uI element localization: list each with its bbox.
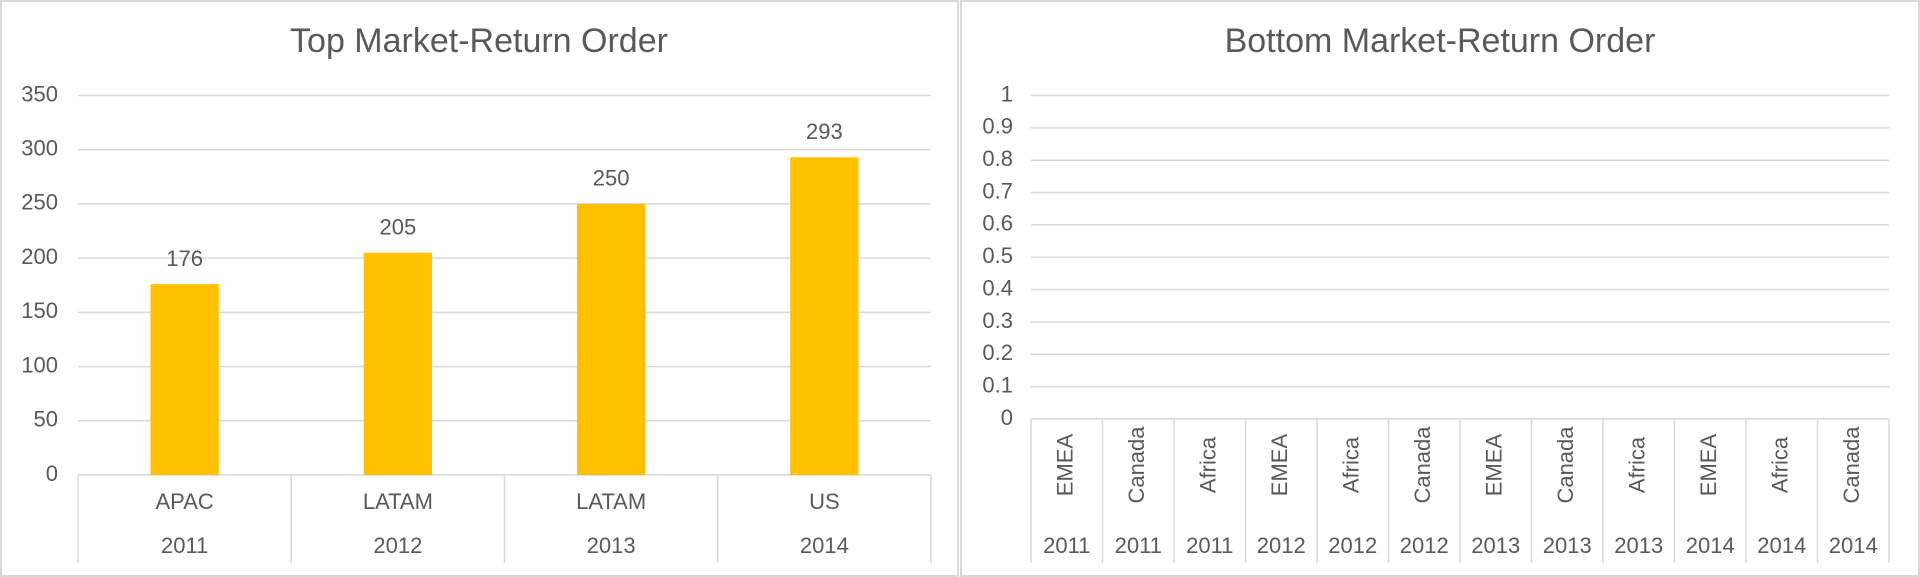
x-group-label: 2011 xyxy=(1115,533,1162,558)
y-tick-label: 0.6 xyxy=(982,211,1013,236)
x-group-label: 2014 xyxy=(1686,533,1735,558)
x-tick-label: Canada xyxy=(1410,426,1435,504)
y-tick-label: 200 xyxy=(21,244,58,269)
x-group-label: 2013 xyxy=(1543,533,1592,558)
y-tick-label: 0.4 xyxy=(982,275,1013,300)
y-tick-label: 250 xyxy=(21,190,58,215)
chart-title: Top Market-Return Order xyxy=(290,22,668,60)
x-tick-label: EMEA xyxy=(1267,434,1292,497)
chart-title: Bottom Market-Return Order xyxy=(1225,22,1656,60)
data-label: 176 xyxy=(166,246,203,271)
x-tick-label: US xyxy=(809,489,840,514)
y-tick-label: 0.5 xyxy=(982,243,1013,268)
x-group-label: 2014 xyxy=(800,533,849,558)
bar xyxy=(577,203,646,475)
panel-border xyxy=(0,0,959,577)
x-group-label: 2012 xyxy=(1257,533,1306,558)
y-tick-label: 0.8 xyxy=(982,146,1013,171)
panel-border xyxy=(960,0,1920,577)
x-group-label: 2012 xyxy=(373,533,422,558)
x-tick-label: EMEA xyxy=(1053,434,1078,497)
x-group-label: 2011 xyxy=(161,533,208,558)
y-tick-label: 0 xyxy=(46,461,58,486)
x-group-label: 2011 xyxy=(1043,533,1090,558)
y-tick-label: 350 xyxy=(21,81,58,106)
x-group-label: 2012 xyxy=(1328,533,1377,558)
x-group-label: 2014 xyxy=(1757,533,1806,558)
x-tick-label: EMEA xyxy=(1482,434,1507,497)
x-tick-label: Canada xyxy=(1124,426,1149,504)
data-label: 250 xyxy=(593,166,630,191)
y-tick-label: 0.2 xyxy=(982,340,1013,365)
x-group-label: 2012 xyxy=(1400,533,1449,558)
x-tick-label: LATAM xyxy=(576,489,646,514)
x-tick-label: Africa xyxy=(1768,436,1793,493)
bar xyxy=(790,157,859,475)
x-tick-label: EMEA xyxy=(1696,434,1721,497)
y-tick-label: 0.7 xyxy=(982,178,1013,203)
y-tick-label: 300 xyxy=(21,136,58,161)
x-tick-label: Africa xyxy=(1625,436,1650,493)
data-label: 205 xyxy=(380,215,417,240)
x-group-label: 2011 xyxy=(1186,533,1233,558)
x-tick-label: LATAM xyxy=(363,489,433,514)
y-tick-label: 0.1 xyxy=(982,372,1013,397)
x-tick-label: Africa xyxy=(1196,436,1221,493)
y-tick-label: 0.3 xyxy=(982,308,1013,333)
x-group-label: 2013 xyxy=(1614,533,1663,558)
y-tick-label: 50 xyxy=(34,407,58,432)
y-tick-label: 100 xyxy=(21,352,58,377)
x-tick-label: Canada xyxy=(1839,426,1864,504)
x-tick-label: Africa xyxy=(1339,436,1364,493)
data-label: 293 xyxy=(806,119,843,144)
x-group-label: 2013 xyxy=(587,533,636,558)
y-tick-label: 150 xyxy=(21,298,58,323)
x-tick-label: APAC xyxy=(155,489,213,514)
y-tick-label: 0.9 xyxy=(982,114,1013,139)
y-tick-label: 0 xyxy=(1001,405,1013,430)
y-tick-label: 1 xyxy=(1001,81,1013,106)
x-group-label: 2013 xyxy=(1471,533,1520,558)
x-tick-label: Canada xyxy=(1553,426,1578,504)
x-group-label: 2014 xyxy=(1829,533,1878,558)
bar xyxy=(150,284,219,475)
bar xyxy=(363,252,432,475)
